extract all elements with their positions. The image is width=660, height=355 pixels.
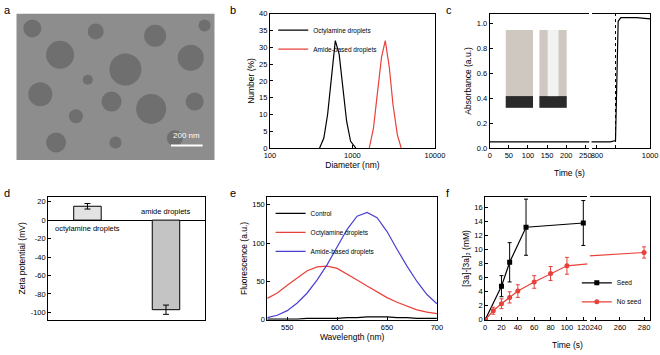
svg-text:700: 700 xyxy=(431,323,444,332)
svg-text:600: 600 xyxy=(331,323,344,332)
svg-text:35: 35 xyxy=(259,26,267,35)
svg-text:Time (s): Time (s) xyxy=(552,340,583,350)
svg-text:100: 100 xyxy=(522,151,535,160)
svg-text:Octylamine droplets: Octylamine droplets xyxy=(311,229,369,237)
svg-text:1000: 1000 xyxy=(344,151,361,160)
svg-text:200 nm: 200 nm xyxy=(173,131,200,140)
svg-text:0.6: 0.6 xyxy=(477,69,487,78)
svg-text:8: 8 xyxy=(478,259,482,268)
svg-text:20: 20 xyxy=(497,323,505,332)
svg-text:2: 2 xyxy=(478,301,482,310)
svg-text:30: 30 xyxy=(259,43,267,52)
svg-text:240: 240 xyxy=(590,323,603,332)
svg-text:Zeta potential (mV): Zeta potential (mV) xyxy=(17,222,27,294)
svg-text:12: 12 xyxy=(474,231,482,240)
svg-text:b: b xyxy=(230,4,236,16)
svg-text:150: 150 xyxy=(541,151,554,160)
svg-text:550: 550 xyxy=(281,323,294,332)
svg-text:Octylamine droplets: Octylamine droplets xyxy=(313,27,371,35)
svg-text:1.0: 1.0 xyxy=(477,19,487,28)
svg-text:-80: -80 xyxy=(35,290,46,299)
svg-text:Amide-based droplets: Amide-based droplets xyxy=(311,248,375,256)
svg-text:0: 0 xyxy=(261,315,265,324)
svg-text:800: 800 xyxy=(591,151,604,160)
svg-text:20: 20 xyxy=(37,197,45,206)
svg-text:Amide-based droplets: Amide-based droplets xyxy=(313,46,377,54)
svg-text:260: 260 xyxy=(614,323,627,332)
svg-text:200: 200 xyxy=(560,151,573,160)
svg-text:250: 250 xyxy=(579,151,592,160)
svg-text:-60: -60 xyxy=(35,271,46,280)
svg-text:0: 0 xyxy=(263,144,267,153)
svg-text:0.2: 0.2 xyxy=(477,119,487,128)
svg-text:120: 120 xyxy=(577,323,590,332)
svg-text:4: 4 xyxy=(478,287,482,296)
svg-text:80: 80 xyxy=(546,323,554,332)
svg-text:16: 16 xyxy=(474,203,482,212)
svg-text:-40: -40 xyxy=(35,253,46,262)
svg-text:50: 50 xyxy=(256,277,264,286)
svg-text:40: 40 xyxy=(514,323,522,332)
svg-text:10: 10 xyxy=(474,245,482,254)
svg-text:amide droplets: amide droplets xyxy=(141,207,190,216)
svg-text:Fluorescence (a.u.): Fluorescence (a.u.) xyxy=(239,222,249,295)
svg-text:Wavelength (nm): Wavelength (nm) xyxy=(320,332,385,342)
svg-text:a: a xyxy=(4,4,11,16)
svg-text:Seed: Seed xyxy=(617,279,633,286)
svg-text:280: 280 xyxy=(638,323,651,332)
svg-text:Control: Control xyxy=(311,210,333,217)
svg-text:0.8: 0.8 xyxy=(477,44,487,53)
svg-text:Number (%): Number (%) xyxy=(246,58,256,104)
svg-text:0: 0 xyxy=(488,151,492,160)
svg-text:Time (s): Time (s) xyxy=(554,168,585,178)
svg-text:octylamine droplets: octylamine droplets xyxy=(55,224,120,233)
svg-text:Diameter (nm): Diameter (nm) xyxy=(325,160,379,170)
svg-text:100: 100 xyxy=(561,323,574,332)
svg-text:0.4: 0.4 xyxy=(477,94,487,103)
svg-text:15: 15 xyxy=(259,93,267,102)
svg-text:0: 0 xyxy=(42,216,46,225)
svg-text:-20: -20 xyxy=(35,234,46,243)
svg-text:0: 0 xyxy=(478,315,482,324)
svg-text:14: 14 xyxy=(474,217,482,226)
svg-text:50: 50 xyxy=(505,151,513,160)
svg-text:25: 25 xyxy=(259,60,267,69)
svg-text:f: f xyxy=(446,187,450,199)
svg-text:1000: 1000 xyxy=(642,151,659,160)
svg-text:100: 100 xyxy=(252,239,265,248)
svg-text:10: 10 xyxy=(259,110,267,119)
svg-text:10000: 10000 xyxy=(425,151,446,160)
svg-text:0: 0 xyxy=(483,323,487,332)
svg-text:100: 100 xyxy=(264,151,277,160)
svg-text:20: 20 xyxy=(259,77,267,86)
svg-text:40: 40 xyxy=(259,9,267,18)
svg-text:[3a]-[3a]₂ (mM): [3a]-[3a]₂ (mM) xyxy=(461,230,471,287)
svg-text:5: 5 xyxy=(263,127,267,136)
svg-text:150: 150 xyxy=(252,200,265,209)
svg-text:60: 60 xyxy=(530,323,538,332)
svg-text:e: e xyxy=(230,187,236,199)
svg-text:Absorbance (a.u.): Absorbance (a.u.) xyxy=(463,47,473,115)
svg-text:c: c xyxy=(446,4,452,16)
svg-text:d: d xyxy=(4,187,10,199)
svg-text:650: 650 xyxy=(381,323,394,332)
svg-text:-100: -100 xyxy=(31,308,46,317)
svg-text:6: 6 xyxy=(478,273,482,282)
svg-text:0.0: 0.0 xyxy=(477,144,487,153)
svg-text:No seed: No seed xyxy=(617,298,642,305)
